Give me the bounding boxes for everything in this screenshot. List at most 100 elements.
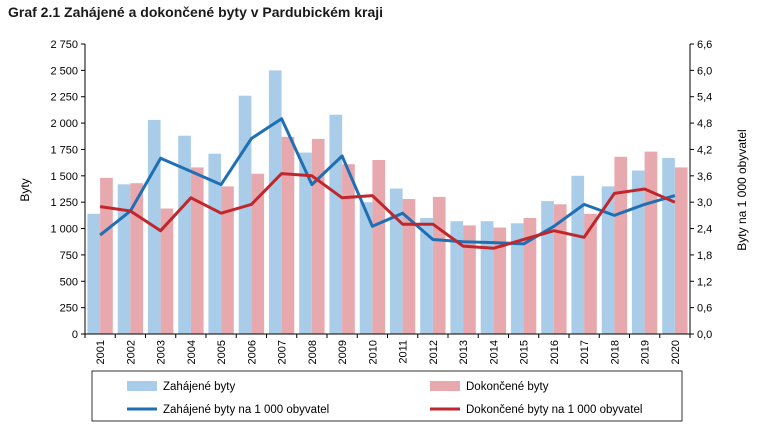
bar-completed-2020 <box>674 167 688 334</box>
bar-completed-2005 <box>221 186 234 334</box>
x-tick-label: 2013 <box>458 340 470 364</box>
line-series-completed-per-1000 <box>99 172 676 250</box>
x-tick-label: 2016 <box>549 340 561 364</box>
y-tick-label-left: 500 <box>60 276 78 288</box>
bar-started-2005 <box>208 153 222 334</box>
x-tick-label: 2005 <box>216 340 228 364</box>
y-tick-label-left: 0 <box>72 329 78 341</box>
x-tick-label: 2008 <box>307 340 319 364</box>
bar-completed-2006 <box>251 173 265 334</box>
x-tick-label: 2009 <box>337 340 349 364</box>
bar-started-2001 <box>87 213 101 334</box>
bar-completed-2017 <box>584 213 597 334</box>
y-tick-label-right: 3,0 <box>697 197 712 209</box>
bar-started-2018 <box>601 186 615 334</box>
bar-started-2015 <box>510 223 524 334</box>
x-tick-label: 2011 <box>398 340 410 364</box>
bar-started-2010 <box>359 202 373 334</box>
y-tick-label-left: 250 <box>60 303 78 315</box>
bar-started-2014 <box>480 221 494 334</box>
y-tick-label-left: 750 <box>60 250 78 262</box>
x-tick-label: 2004 <box>186 340 198 364</box>
bar-completed-2011 <box>402 199 416 334</box>
bar-started-2011 <box>389 188 403 334</box>
bar-completed-2014 <box>493 227 507 334</box>
y-tick-label-right: 6,0 <box>697 65 712 77</box>
y-tick-label-right: 1,2 <box>697 276 712 288</box>
y-tick-label-right: 4,2 <box>697 144 712 156</box>
y-tick-label-left: 2 250 <box>50 92 78 104</box>
bar-completed-2012 <box>432 196 446 334</box>
y-tick-label-right: 0,6 <box>697 303 712 315</box>
y-tick-label-right: 5,4 <box>697 92 712 104</box>
y-tick-label-right: 2,4 <box>697 224 712 236</box>
x-tick-label: 2002 <box>125 340 137 364</box>
bar-completed-2016 <box>553 204 567 334</box>
bar-started-2016 <box>541 201 554 334</box>
y-tick-label-left: 2 000 <box>50 118 78 130</box>
x-tick-label: 2001 <box>95 340 107 364</box>
bar-started-2007 <box>268 70 282 335</box>
y-tick-label-right: 6,6 <box>697 39 712 51</box>
x-tick-label: 2012 <box>428 340 440 364</box>
x-tick-label: 2020 <box>670 340 682 364</box>
axes-layer: 0 250 500 750 1 000 1 250 1 500 1 750 2 000 2 250… <box>18 39 749 364</box>
x-tick-label: 2007 <box>277 340 289 364</box>
bar-completed-2009 <box>342 164 355 334</box>
legend-swatch-completed <box>430 381 460 391</box>
bar-completed-2007 <box>281 136 295 334</box>
bar-started-2004 <box>178 135 191 334</box>
bar-completed-2004 <box>190 167 204 334</box>
y-tick-label-right: 4,8 <box>697 118 712 130</box>
bar-completed-2003 <box>160 208 174 334</box>
legend-label: Dokončené byty <box>466 381 549 393</box>
bar-completed-2015 <box>523 218 537 334</box>
y-tick-label-left: 1 500 <box>50 171 78 183</box>
bar-started-2008 <box>299 152 312 334</box>
bar-started-2020 <box>662 157 675 334</box>
x-tick-label: 2015 <box>519 340 531 364</box>
bar-completed-2001 <box>100 177 113 334</box>
bar-completed-2010 <box>372 160 386 334</box>
bar-completed-2019 <box>644 151 658 334</box>
bar-started-2013 <box>450 221 464 334</box>
bar-started-2017 <box>571 175 585 334</box>
y-tick-label-left: 2 750 <box>50 39 78 51</box>
line-layer <box>99 117 676 250</box>
bar-started-2009 <box>329 114 343 334</box>
bar-completed-2018 <box>614 156 628 334</box>
y-tick-label-left: 1 000 <box>50 224 78 236</box>
bar-layer <box>87 70 688 335</box>
bar-completed-2013 <box>463 225 476 334</box>
x-tick-label: 2014 <box>488 340 500 364</box>
y-tick-label-left: 1 750 <box>50 144 78 156</box>
y-tick-label-right: 0,0 <box>697 329 712 341</box>
x-tick-label: 2018 <box>609 340 621 364</box>
legend: Zahájené byty Dokončené byty Zahájené byty… <box>91 370 683 422</box>
line-series-started-per-1000 <box>99 117 676 246</box>
legend-label: Dokončené byty na 1 000 obyvatel <box>466 404 642 416</box>
bar-started-2002 <box>117 184 131 334</box>
legend-box <box>91 370 683 422</box>
y-tick-label-right: 3,6 <box>697 171 712 183</box>
x-tick-label: 2003 <box>156 340 168 364</box>
y-axis-title-left: Byty <box>18 178 32 201</box>
x-tick-label: 2017 <box>579 340 591 364</box>
bar-started-2012 <box>420 218 433 334</box>
y-axis-title-right: Byty na 1 000 obyvatel <box>735 129 749 250</box>
y-tick-label-left: 2 500 <box>50 65 78 77</box>
bar-completed-2002 <box>130 183 144 334</box>
bar-started-2019 <box>631 170 645 334</box>
y-tick-label-right: 1,8 <box>697 250 712 262</box>
bar-started-2006 <box>238 95 252 334</box>
bar-completed-2008 <box>311 138 325 334</box>
x-tick-label: 2010 <box>367 340 379 364</box>
legend-label: Zahájené byty na 1 000 obyvatel <box>163 404 329 416</box>
x-tick-label: 2006 <box>246 340 258 364</box>
y-tick-label-left: 1 250 <box>50 197 78 209</box>
legend-swatch-started <box>127 381 157 391</box>
chart-title: Graf 2.1 Zahájené a dokončené byty v Par… <box>8 4 384 20</box>
legend-label: Zahájené byty <box>163 381 235 393</box>
x-tick-label: 2019 <box>640 340 652 364</box>
